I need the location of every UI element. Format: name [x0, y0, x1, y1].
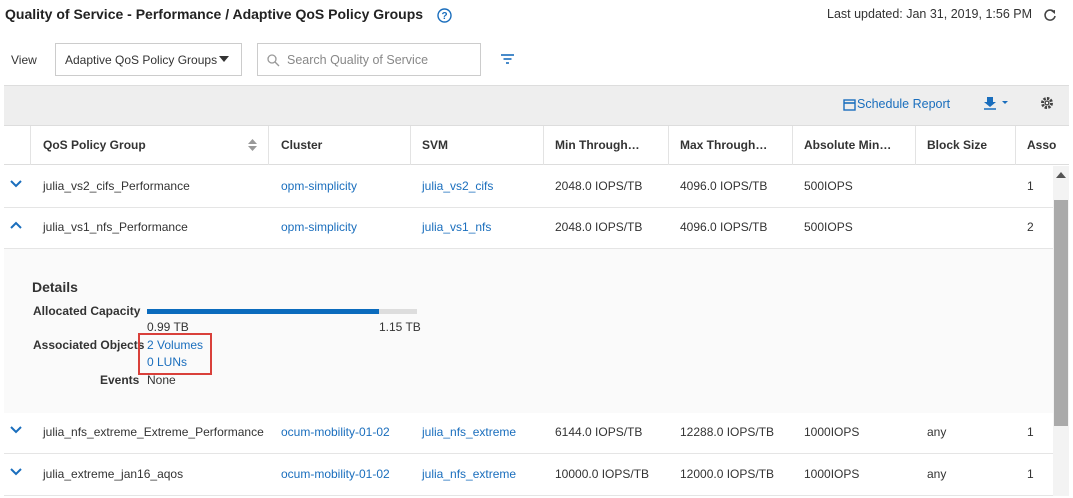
cluster-link[interactable]: ocum-mobility-01-02 — [281, 425, 390, 439]
expand-toggle[interactable] — [10, 468, 22, 476]
dropdown-arrow — [219, 56, 229, 62]
scroll-up[interactable] — [1056, 172, 1066, 178]
cluster-link[interactable]: ocum-mobility-01-02 — [281, 467, 390, 481]
view-dropdown[interactable]: Adaptive QoS Policy Groups — [55, 43, 242, 76]
max-throughput: 4096.0 IOPS/TB — [680, 220, 768, 234]
svm-link[interactable]: julia_nfs_extreme — [422, 425, 517, 439]
luns-link[interactable]: 0 LUNs — [147, 355, 188, 369]
column-header[interactable]: Block Size — [927, 138, 988, 152]
events-value: None — [147, 373, 176, 387]
min-throughput: 10000.0 IOPS/TB — [555, 467, 650, 481]
table-row[interactable]: julia_vs2_cifs_Performance opm-simplicity… — [4, 166, 1053, 208]
settings-icon[interactable] — [1040, 96, 1054, 110]
view-value: Adaptive QoS Policy Groups — [65, 53, 218, 67]
policy-group: julia_vs1_nfs_Performance — [43, 220, 188, 234]
svm-link[interactable]: julia_nfs_extreme — [422, 467, 517, 481]
svg-text:?: ? — [441, 11, 447, 22]
capacity-total: 1.15 TB — [379, 320, 421, 334]
details-title: Details — [32, 279, 78, 295]
associated-label: Associated Objects — [33, 338, 145, 352]
search-placeholder: Search Quality of Service — [287, 53, 429, 67]
associated-count: 2 — [1027, 220, 1034, 234]
expand-toggle[interactable] — [10, 180, 22, 188]
column-separator — [30, 126, 31, 165]
column-header[interactable]: Min Through… — [555, 138, 640, 152]
column-header[interactable]: SVM — [422, 138, 449, 152]
table-row[interactable]: julia_nfs_extreme_Extreme_Performance ocu… — [4, 412, 1053, 454]
column-separator — [268, 126, 269, 165]
help-icon[interactable]: ? — [437, 8, 452, 23]
page-title: Quality of Service - Performance / Adapt… — [5, 6, 424, 22]
min-throughput: 2048.0 IOPS/TB — [555, 179, 643, 193]
schedule-report-link[interactable]: Schedule Report — [857, 97, 951, 111]
svm-link[interactable]: julia_vs2_cifs — [422, 179, 494, 193]
table-header: QoS Policy Group Cluster SVM Min Through… Ma… — [4, 125, 1069, 165]
view-label: View — [11, 53, 37, 67]
policy-group: julia_extreme_jan16_aqos — [43, 467, 184, 481]
table-toolbar — [4, 85, 1069, 126]
expand-toggle[interactable] — [10, 221, 22, 229]
svm-link[interactable]: julia_vs1_nfs — [422, 220, 492, 234]
events-label: Events — [100, 373, 140, 387]
column-separator — [792, 126, 793, 165]
associated-count: 1 — [1027, 179, 1034, 193]
policy-group: julia_nfs_extreme_Extreme_Performance — [43, 425, 264, 439]
absolute-min: 1000IOPS — [804, 425, 860, 439]
column-separator — [915, 126, 916, 165]
refresh-icon[interactable] — [1043, 8, 1057, 22]
block-size: any — [927, 467, 947, 481]
sort-icon[interactable] — [248, 139, 257, 151]
max-throughput: 12288.0 IOPS/TB — [680, 425, 775, 439]
expand-toggle[interactable] — [10, 426, 22, 434]
column-separator — [543, 126, 544, 165]
filter-icon[interactable] — [500, 53, 515, 65]
column-header[interactable]: Cluster — [281, 138, 323, 152]
row-details: Details Allocated Capacity 0.99 TB 1.15 … — [4, 248, 1053, 413]
scrollbar[interactable] — [1053, 166, 1069, 496]
highlight-box — [138, 333, 212, 375]
volumes-link[interactable]: 2 Volumes — [147, 338, 204, 352]
download-icon[interactable] — [983, 96, 1011, 110]
allocated-label: Allocated Capacity — [33, 304, 141, 318]
associated-count: 1 — [1027, 425, 1034, 439]
absolute-min: 1000IOPS — [804, 467, 860, 481]
policy-group: julia_vs2_cifs_Performance — [43, 179, 190, 193]
capacity-bar-track — [147, 309, 417, 314]
table-row[interactable]: julia_extreme_jan16_aqos ocum-mobility-01… — [4, 454, 1053, 496]
min-throughput: 2048.0 IOPS/TB — [555, 220, 643, 234]
cluster-link[interactable]: opm-simplicity — [281, 220, 358, 234]
column-separator — [1015, 126, 1016, 165]
scroll-thumb[interactable] — [1054, 200, 1068, 426]
calendar-icon — [843, 99, 856, 111]
column-header[interactable]: Max Through… — [680, 138, 768, 152]
column-header[interactable]: Absolute Min… — [804, 138, 892, 152]
absolute-min: 500IOPS — [804, 179, 853, 193]
column-header[interactable]: QoS Policy Group — [43, 138, 146, 152]
block-size: any — [927, 425, 947, 439]
search-box[interactable]: Search Quality of Service — [257, 43, 481, 76]
max-throughput: 4096.0 IOPS/TB — [680, 179, 768, 193]
cluster-link[interactable]: opm-simplicity — [281, 179, 358, 193]
associated-count: 1 — [1027, 467, 1034, 481]
column-header[interactable]: Asso — [1027, 138, 1057, 152]
absolute-min: 500IOPS — [804, 220, 853, 234]
table-row[interactable]: julia_vs1_nfs_Performance opm-simplicity j… — [4, 207, 1053, 249]
column-separator — [410, 126, 411, 165]
column-separator — [668, 126, 669, 165]
max-throughput: 12000.0 IOPS/TB — [680, 467, 775, 481]
capacity-used: 0.99 TB — [147, 320, 189, 334]
capacity-bar-fill — [147, 309, 380, 314]
last-updated: Last updated: Jan 31, 2019, 1:56 PM — [827, 7, 1033, 21]
search-icon — [267, 54, 280, 67]
min-throughput: 6144.0 IOPS/TB — [555, 425, 643, 439]
